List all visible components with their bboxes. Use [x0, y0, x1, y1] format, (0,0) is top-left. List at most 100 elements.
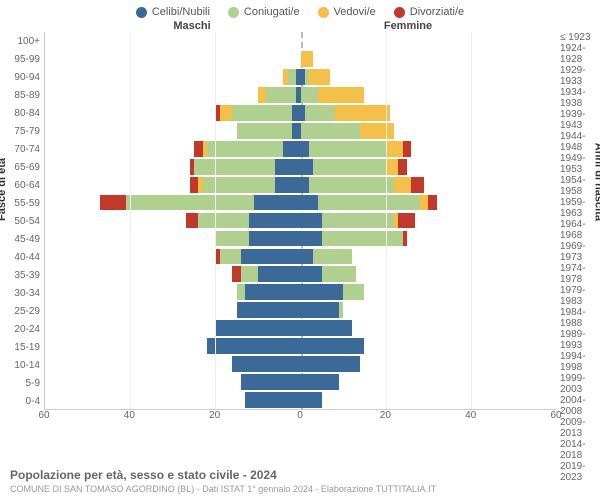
- pyramid-row: [45, 337, 556, 355]
- female-bar: [301, 51, 557, 67]
- plot: [44, 32, 556, 410]
- legend-item: Divorziati/e: [394, 6, 464, 18]
- pyramid-row: [45, 50, 556, 68]
- male-bar: [45, 159, 301, 175]
- male-bar: [45, 266, 301, 282]
- header-female: Femmine: [300, 20, 556, 32]
- female-bar: [301, 266, 557, 282]
- pyramid-row: [45, 212, 556, 230]
- age-tick: 0-4: [0, 392, 40, 410]
- axis-birth: ≤ 19231924-19281929-19331934-19381939-19…: [556, 32, 600, 410]
- pyramid-row: [45, 86, 556, 104]
- pyramid-row: [45, 373, 556, 391]
- x-axis: 6040200204060: [44, 410, 556, 426]
- female-bar: [301, 231, 557, 247]
- female-bar: [301, 33, 557, 49]
- male-bar: [45, 284, 301, 300]
- x-tick: 20: [380, 410, 391, 421]
- female-bar: [301, 213, 557, 229]
- footer: Popolazione per età, sesso e stato civil…: [10, 468, 436, 494]
- female-bar: [301, 284, 557, 300]
- male-bar: [45, 302, 301, 318]
- male-bar: [45, 231, 301, 247]
- age-tick: 75-79: [0, 122, 40, 140]
- age-tick: 40-44: [0, 248, 40, 266]
- pyramid-row: [45, 283, 556, 301]
- birth-tick: 2014-2018: [560, 439, 600, 461]
- x-tick: 60: [550, 410, 561, 421]
- legend-label: Coniugati/e: [244, 6, 300, 18]
- pyramid-row: [45, 355, 556, 373]
- birth-tick: 2004-2008: [560, 395, 600, 417]
- male-bar: [45, 141, 301, 157]
- birth-tick: 1969-1973: [560, 241, 600, 263]
- legend-label: Celibi/Nubili: [152, 6, 210, 18]
- age-tick: 85-89: [0, 86, 40, 104]
- x-tick: 60: [38, 410, 49, 421]
- birth-tick: 1989-1993: [560, 329, 600, 351]
- birth-tick: 1964-1968: [560, 219, 600, 241]
- age-tick: 90-94: [0, 68, 40, 86]
- pyramid-row: [45, 140, 556, 158]
- legend-label: Vedovi/e: [334, 6, 376, 18]
- pyramid-row: [45, 247, 556, 265]
- birth-tick: 1934-1938: [560, 87, 600, 109]
- male-bar: [45, 213, 301, 229]
- legend-swatch: [318, 7, 329, 18]
- female-bar: [301, 159, 557, 175]
- gender-headers: Maschi Femmine: [0, 20, 600, 32]
- male-bar: [45, 69, 301, 85]
- ylabel-right: Anni di nascita: [592, 143, 600, 221]
- birth-tick: 1924-1928: [560, 43, 600, 65]
- female-bar: [301, 374, 557, 390]
- x-tick: 40: [465, 410, 476, 421]
- male-bar: [45, 123, 301, 139]
- legend-label: Divorziati/e: [410, 6, 464, 18]
- female-bar: [301, 123, 557, 139]
- male-bar: [45, 51, 301, 67]
- male-bar: [45, 105, 301, 121]
- age-tick: 20-24: [0, 320, 40, 338]
- male-bar: [45, 392, 301, 408]
- chart-title: Popolazione per età, sesso e stato civil…: [10, 468, 436, 482]
- female-bar: [301, 302, 557, 318]
- birth-tick: 1999-2003: [560, 373, 600, 395]
- legend-swatch: [136, 7, 147, 18]
- age-tick: 100+: [0, 32, 40, 50]
- female-bar: [301, 141, 557, 157]
- female-bar: [301, 177, 557, 193]
- legend: Celibi/Nubili Coniugati/e Vedovi/e Divorzia…: [0, 0, 600, 20]
- female-bar: [301, 249, 557, 265]
- header-male: Maschi: [44, 20, 300, 32]
- age-tick: 30-34: [0, 284, 40, 302]
- age-tick: 95-99: [0, 50, 40, 68]
- age-tick: 5-9: [0, 374, 40, 392]
- legend-swatch: [228, 7, 239, 18]
- male-bar: [45, 356, 301, 372]
- male-bar: [45, 87, 301, 103]
- male-bar: [45, 249, 301, 265]
- female-bar: [301, 87, 557, 103]
- female-bar: [301, 338, 557, 354]
- x-tick: 40: [124, 410, 135, 421]
- legend-item: Vedovi/e: [318, 6, 376, 18]
- birth-tick: 1984-1988: [560, 307, 600, 329]
- birth-tick: 2019-2023: [560, 461, 600, 483]
- pyramid-row: [45, 68, 556, 86]
- age-tick: 35-39: [0, 266, 40, 284]
- female-bar: [301, 105, 557, 121]
- female-bar: [301, 69, 557, 85]
- pyramid-row: [45, 176, 556, 194]
- male-bar: [45, 33, 301, 49]
- male-bar: [45, 177, 301, 193]
- pyramid-row: [45, 319, 556, 337]
- male-bar: [45, 195, 301, 211]
- pyramid-row: [45, 122, 556, 140]
- male-bar: [45, 338, 301, 354]
- age-tick: 70-74: [0, 140, 40, 158]
- pyramid-row: [45, 194, 556, 212]
- birth-tick: 1979-1983: [560, 285, 600, 307]
- ylabel-left: Fasce di età: [0, 158, 8, 221]
- pyramid-row: [45, 158, 556, 176]
- chart-area: Fasce di età Anni di nascita 100+95-9990…: [0, 32, 600, 410]
